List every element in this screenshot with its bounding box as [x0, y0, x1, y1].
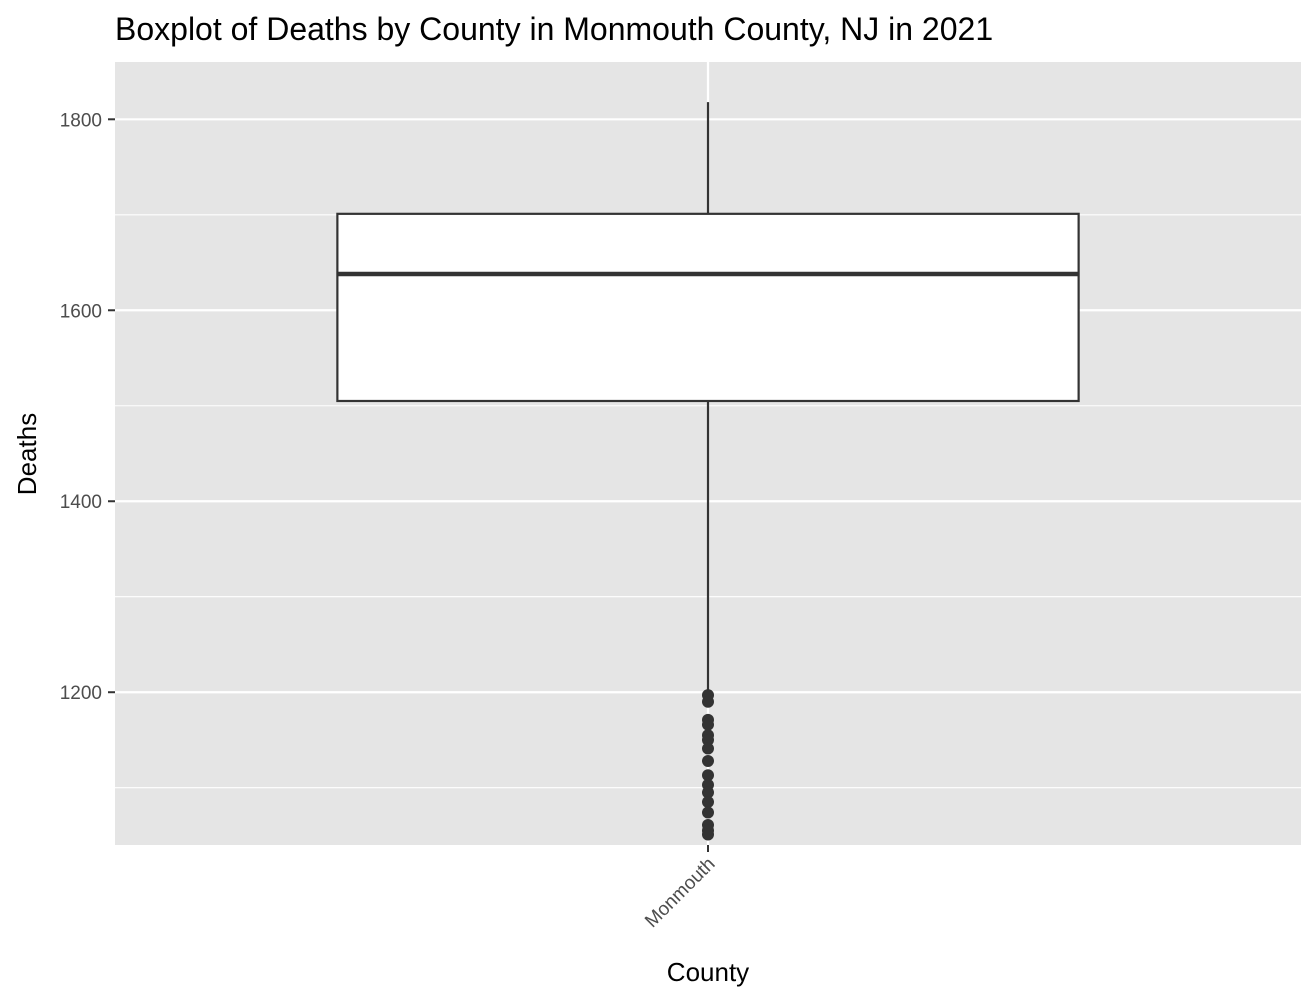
interquartile-box — [336, 212, 1080, 403]
outlier-point — [702, 695, 714, 708]
outlier-point — [702, 828, 714, 841]
box-marks — [336, 102, 1080, 841]
y-tick-label: 1400 — [60, 492, 102, 513]
outlier-point — [702, 796, 714, 809]
outlier-point — [702, 742, 714, 755]
outlier-point — [702, 806, 714, 819]
y-tick-label: 1200 — [60, 683, 102, 704]
y-axis-title: Deaths — [12, 413, 42, 495]
outlier-point — [702, 769, 714, 782]
x-axis-title: County — [667, 957, 749, 987]
outlier-point — [702, 718, 714, 731]
chart-title: Boxplot of Deaths by County in Monmouth … — [115, 11, 993, 47]
y-axis: 1200 1400 1600 1800 — [60, 110, 115, 704]
outlier-point — [702, 754, 714, 767]
outlier-point — [702, 733, 714, 746]
y-tick-label: 1600 — [60, 301, 102, 322]
y-tick-label: 1800 — [60, 110, 102, 131]
outlier-point — [702, 786, 714, 799]
